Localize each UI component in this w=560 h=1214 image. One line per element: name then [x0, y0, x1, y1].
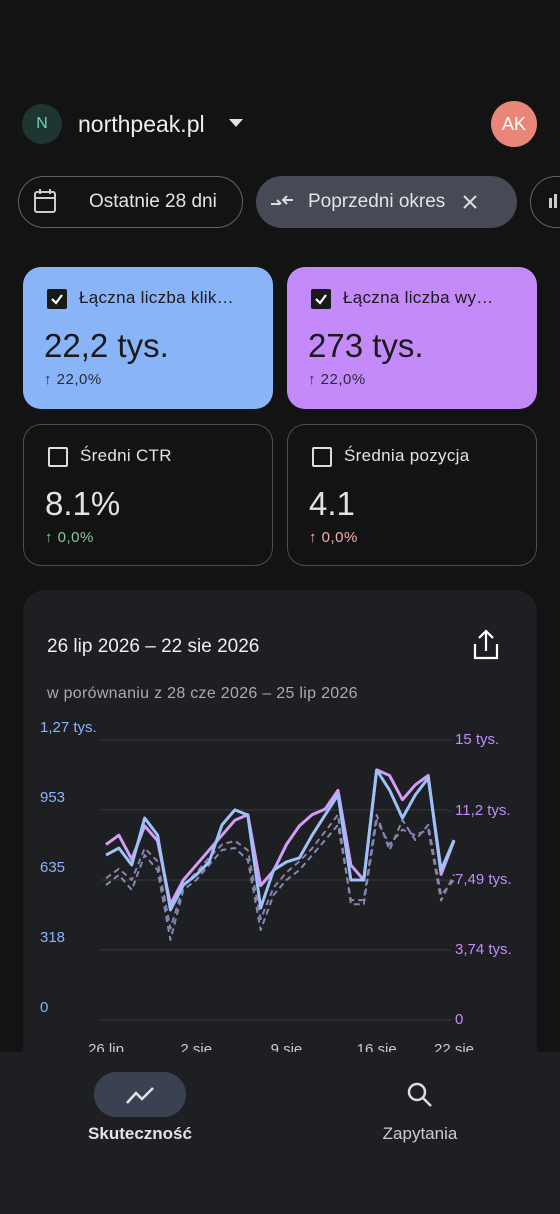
- checkbox[interactable]: [311, 289, 331, 309]
- close-icon[interactable]: [445, 187, 495, 217]
- trend-icon: [126, 1087, 154, 1104]
- dropdown-icon[interactable]: [228, 118, 244, 128]
- nav-label[interactable]: Skuteczność: [88, 1124, 192, 1143]
- y2-tick-label: 0: [455, 1011, 463, 1028]
- nav-active-pill[interactable]: [94, 1072, 186, 1117]
- nav-label[interactable]: Zapytania: [382, 1124, 458, 1143]
- chart-icon: [549, 194, 557, 208]
- user-avatar[interactable]: AK: [491, 101, 537, 147]
- bottom-nav: Skuteczność Zapytania: [0, 1052, 560, 1214]
- checkbox[interactable]: [48, 447, 68, 467]
- metric-value: 4.1: [309, 485, 355, 522]
- metric-label: Średnia pozycja: [344, 446, 470, 465]
- metric-value: 273 tys.: [308, 327, 424, 364]
- series-line: [105, 813, 455, 930]
- metric-value: 22,2 tys.: [44, 327, 169, 364]
- y-tick-label: 1,27 tys.: [40, 719, 97, 736]
- chip-label: Ostatnie 28 dni: [89, 191, 217, 212]
- metric-label: Łączna liczba klik…: [79, 288, 234, 307]
- site-avatar[interactable]: N: [22, 104, 62, 144]
- y-tick-label: 953: [40, 789, 65, 806]
- y2-tick-label: 11,2 tys.: [455, 802, 511, 819]
- metric-label: Średni CTR: [80, 446, 172, 465]
- checkbox[interactable]: [312, 447, 332, 467]
- y2-tick-label: 7,49 tys.: [455, 871, 512, 888]
- compare-icon: [271, 195, 293, 205]
- metric-change: ↑ 0,0%: [309, 529, 358, 546]
- calendar-icon: [34, 189, 56, 213]
- metric-value: 8.1%: [45, 485, 121, 522]
- metric-change: ↑ 22,0%: [308, 371, 366, 388]
- metric-change: ↑ 0,0%: [45, 529, 94, 546]
- metric-card[interactable]: Średni CTR 8.1% ↑ 0,0%: [23, 424, 273, 566]
- chip-label: Poprzedni okres: [308, 191, 446, 212]
- x-tick-label: 2 sie: [180, 1041, 212, 1052]
- x-tick-label: 16 sie: [357, 1041, 397, 1052]
- checkbox[interactable]: [47, 289, 67, 309]
- site-name[interactable]: northpeak.pl: [78, 111, 205, 137]
- x-tick-label: 9 sie: [271, 1041, 303, 1052]
- series-line: [105, 768, 456, 912]
- y-tick-label: 318: [40, 929, 65, 946]
- metric-label: Łączna liczba wy…: [343, 288, 494, 307]
- metric-card[interactable]: Łączna liczba klik… 22,2 tys. ↑ 22,0%: [23, 267, 273, 409]
- metric-change: ↑ 22,0%: [44, 371, 102, 388]
- y2-tick-label: 3,74 tys.: [455, 941, 512, 958]
- compare-chip[interactable]: Poprzedni okres: [256, 176, 517, 228]
- metric-card[interactable]: Łączna liczba wy… 273 tys. ↑ 22,0%: [287, 267, 537, 409]
- series-line: [105, 813, 455, 941]
- chart-title: 26 lip 2026 – 22 sie 2026: [47, 636, 259, 657]
- metric-card[interactable]: Średnia pozycja 4.1 ↑ 0,0%: [287, 424, 537, 566]
- chart-subtitle: w porównaniu z 28 cze 2026 – 25 lip 2026: [46, 685, 358, 702]
- y-tick-label: 635: [40, 859, 65, 876]
- chip-more[interactable]: [530, 176, 560, 228]
- share-icon[interactable]: [473, 629, 499, 660]
- search-icon[interactable]: [404, 1080, 436, 1112]
- x-tick-label: 22 sie: [434, 1041, 474, 1052]
- chart: 26 lip 2026 – 22 sie 2026 w porównaniu z…: [40, 629, 512, 1052]
- y-tick-label: 0: [40, 999, 48, 1016]
- x-tick-label: 26 lip: [88, 1041, 124, 1052]
- y2-tick-label: 15 tys.: [455, 731, 499, 748]
- date-chip[interactable]: Ostatnie 28 dni: [18, 176, 243, 228]
